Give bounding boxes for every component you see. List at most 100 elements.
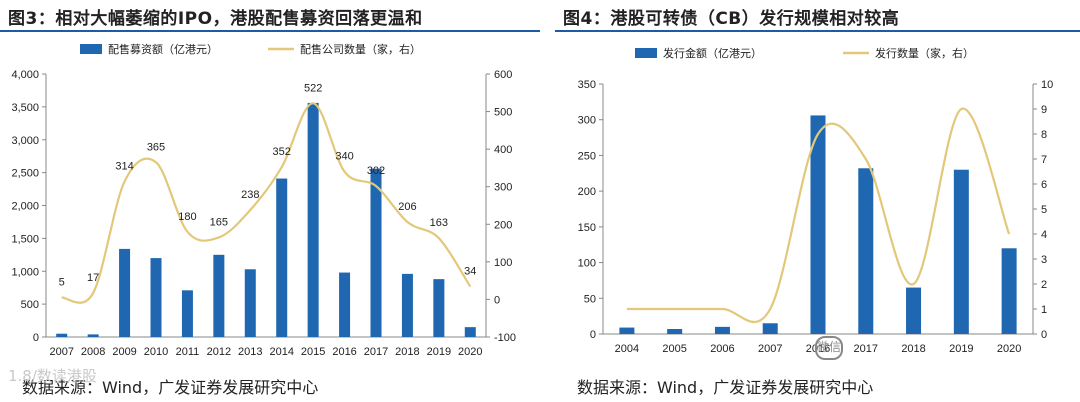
x-tick-label: 2008 <box>81 346 105 358</box>
x-tick-label: 2007 <box>49 346 73 358</box>
y-left-tick-label: 3,000 <box>11 135 39 147</box>
y-left-tick-label: 0 <box>590 329 596 341</box>
bar-2015 <box>307 102 319 338</box>
x-tick-label: 2020 <box>458 346 482 358</box>
x-tick-label: 2005 <box>662 343 686 355</box>
y-left-tick-label: 0 <box>33 332 39 344</box>
series-line <box>626 107 1011 323</box>
y-right-tick-label: 9 <box>1041 104 1047 116</box>
y-right-tick-label: 3 <box>1041 254 1047 266</box>
bar-2014 <box>276 178 288 337</box>
y-right-tick-label: 600 <box>494 69 512 81</box>
x-tick-label: 2007 <box>758 343 782 355</box>
line-data-label: 365 <box>147 141 165 153</box>
chart-panel-left: 图3：相对大幅萎缩的IPO，港股配售募资回落更温和 配售募资额（亿港元） 配售公司… <box>0 0 540 397</box>
bar-2004 <box>619 327 635 334</box>
legend-bar-label: 配售募资额（亿港元） <box>108 42 218 56</box>
bar-2017 <box>858 168 874 334</box>
bar-2009 <box>119 248 131 337</box>
chart-panel-right: 图4：港股可转债（CB）发行规模相对较高 发行金额（亿港元） 发行数量（家，右） 0… <box>555 0 1080 402</box>
y-right-tick-label: -100 <box>494 332 516 344</box>
y-left-tick-label: 1,000 <box>11 266 39 278</box>
line-data-label: 5 <box>59 277 65 289</box>
y-right-tick-label: 4 <box>1041 229 1047 241</box>
x-tick-label: 2013 <box>238 346 262 358</box>
y-right-tick-label: 7 <box>1041 154 1047 166</box>
bar-2013 <box>244 269 256 337</box>
x-tick-label: 2018 <box>901 343 925 355</box>
source-note-left: 数据来源：Wind，广发证券发展研究中心 <box>22 378 319 397</box>
y-right-tick-label: 200 <box>494 219 512 231</box>
y-right-tick-label: 500 <box>494 107 512 119</box>
line-data-label: 34 <box>464 266 476 278</box>
legend-line-label: 配售公司数量（家，右） <box>300 42 421 56</box>
y-right-tick-label: 300 <box>494 182 512 194</box>
x-tick-label: 2014 <box>269 346 293 358</box>
x-tick-label: 2009 <box>112 346 136 358</box>
wechat-watermark: 微信 <box>815 336 849 360</box>
y-right-tick-label: 400 <box>494 144 512 156</box>
y-right-tick-label: 8 <box>1041 129 1047 141</box>
y-left-tick-label: 350 <box>578 79 596 91</box>
watermark-left: 1.8/数读港股 <box>8 367 97 385</box>
y-left-tick-label: 500 <box>21 299 39 311</box>
wechat-icon: 微信 <box>815 336 843 360</box>
line-data-label: 522 <box>304 82 322 94</box>
line-data-label: 340 <box>335 151 353 163</box>
chart-right: 发行金额（亿港元） 发行数量（家，右） 0 50 100 150 200 250 300 350 0… <box>578 46 1054 355</box>
x-tick-label: 2004 <box>615 343 639 355</box>
y-left-tick-label: 50 <box>584 293 596 305</box>
bar-2007 <box>762 323 778 334</box>
legend-bar-label: 发行金额（亿港元） <box>663 46 762 60</box>
line-data-label: 180 <box>178 211 196 223</box>
x-tick-label: 2019 <box>427 346 451 358</box>
y-right-tick-label: 100 <box>494 257 512 269</box>
line-data-label: 314 <box>115 160 133 172</box>
y-left-tick-label: 2,000 <box>11 201 39 213</box>
y-right-tick-label: 6 <box>1041 179 1047 191</box>
x-tick-label: 2017 <box>854 343 878 355</box>
x-tick-label: 2006 <box>710 343 734 355</box>
chart-title-left: 图3：相对大幅萎缩的IPO，港股配售募资回落更温和 <box>8 9 423 29</box>
y-left-tick-label: 3,500 <box>11 102 39 114</box>
x-tick-label: 2020 <box>997 343 1021 355</box>
legend-bar-swatch <box>80 44 102 54</box>
chart-left: 配售募资额（亿港元） 配售公司数量（家，右） 0 500 1,000 1,500 2,000… <box>11 42 516 358</box>
bar-2019 <box>433 279 445 337</box>
x-tick-label: 2012 <box>207 346 231 358</box>
bar-2006 <box>714 326 730 334</box>
bar-2005 <box>667 329 683 334</box>
bar-2008 <box>87 334 99 337</box>
y-left-tick-label: 4,000 <box>11 69 39 81</box>
x-tick-label: 2010 <box>144 346 168 358</box>
y-right-tick-label: 2 <box>1041 279 1047 291</box>
title-bar-left: 图3：相对大幅萎缩的IPO，港股配售募资回落更温和 <box>0 0 540 32</box>
bar-2020 <box>464 327 476 337</box>
x-tick-label: 2019 <box>949 343 973 355</box>
chart-title-right: 图4：港股可转债（CB）发行规模相对较高 <box>563 9 900 29</box>
title-bar-right: 图4：港股可转债（CB）发行规模相对较高 <box>555 0 1080 32</box>
source-note-right: 数据来源：Wind，广发证券发展研究中心 <box>577 378 874 397</box>
y-left-tick-label: 2,500 <box>11 168 39 180</box>
bar-2016 <box>810 115 826 334</box>
bar-2016 <box>339 272 351 337</box>
y-left-tick-label: 200 <box>578 186 596 198</box>
line-data-label: 17 <box>87 272 99 284</box>
bar-2020 <box>1001 248 1017 334</box>
x-tick-label: 2015 <box>301 346 325 358</box>
y-left-tick-label: 100 <box>578 258 596 270</box>
line-data-label: 302 <box>367 165 385 177</box>
bar-2012 <box>213 254 225 337</box>
bar-2007 <box>56 333 68 337</box>
x-tick-label: 2016 <box>332 346 356 358</box>
line-data-label: 163 <box>430 217 448 229</box>
y-left-tick-label: 1,500 <box>11 233 39 245</box>
line-data-label: 238 <box>241 189 259 201</box>
y-left-tick-label: 300 <box>578 115 596 127</box>
y-right-tick-label: 0 <box>494 294 500 306</box>
x-tick-label: 2011 <box>176 346 200 358</box>
bar-2018 <box>401 273 413 337</box>
bar-2019 <box>953 169 969 334</box>
y-right-tick-label: 10 <box>1041 79 1053 91</box>
bar-2017 <box>370 168 382 337</box>
